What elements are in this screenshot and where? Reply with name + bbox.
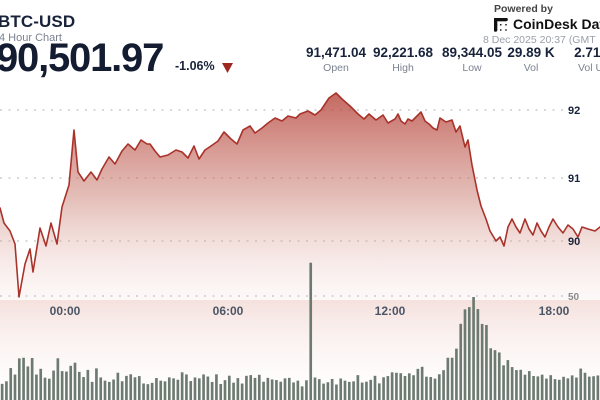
svg-text:06:00: 06:00 [213, 304, 244, 318]
svg-text:18:00: 18:00 [539, 304, 570, 318]
svg-text:92: 92 [568, 105, 580, 117]
svg-text:90: 90 [568, 236, 580, 248]
svg-text:50: 50 [568, 292, 580, 303]
svg-text:91: 91 [568, 173, 580, 185]
svg-text:00:00: 00:00 [50, 304, 81, 318]
svg-text:12:00: 12:00 [375, 304, 406, 318]
